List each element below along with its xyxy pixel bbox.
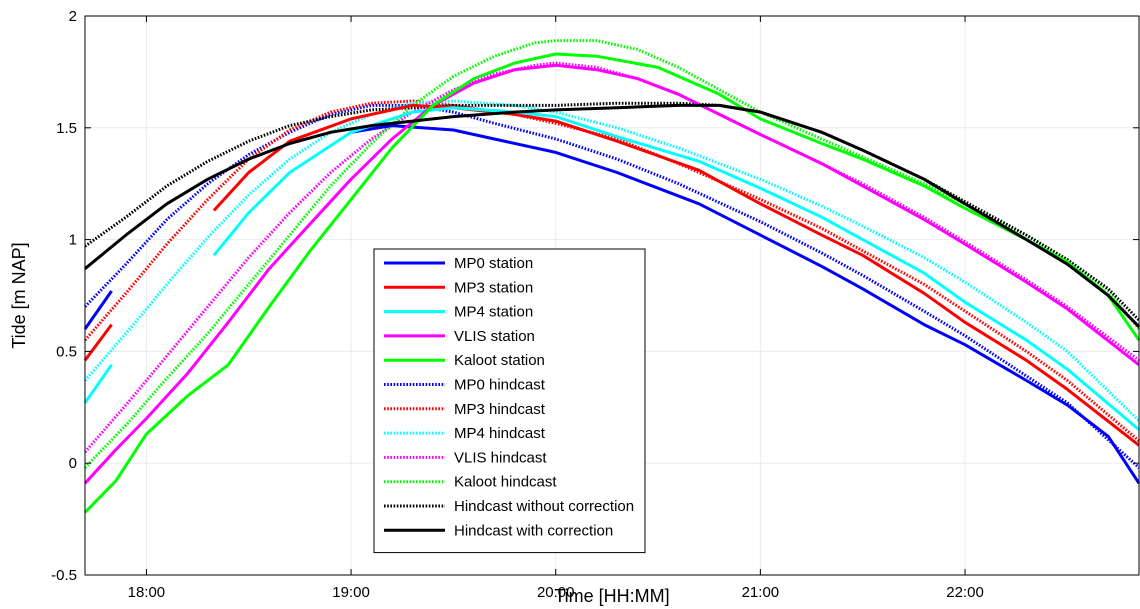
series-line-mp4-station — [83, 363, 113, 404]
series-line-vlis-hindcast — [83, 61, 1140, 453]
series-line-mp3-hindcast — [83, 99, 1140, 442]
series-line-mp3-station — [83, 323, 113, 362]
legend-label-mp4-station: MP4 station — [454, 304, 533, 321]
legend: MP0 station MP3 station MP4 station VLIS st… — [373, 248, 646, 554]
series-line-kaloot-station — [83, 52, 1140, 514]
legend-label-vlis-hindcast: VLIS hindcast — [454, 449, 547, 466]
y-tick-label: 0.5 — [56, 343, 77, 360]
legend-label-kaloot-hindcast: Kaloot hindcast — [454, 474, 557, 491]
series-line-mp4-hindcast — [83, 99, 1140, 422]
plot-frame — [84, 15, 1140, 576]
series-line-vlis-station — [83, 63, 1140, 485]
legend-label-vlis-station: VLIS station — [454, 328, 535, 345]
y-tick-label: 0 — [69, 455, 77, 472]
x-tick-label: 20:00 — [537, 584, 575, 601]
legend-label-mp4-hindcast: MP4 hindcast — [454, 425, 546, 442]
x-tick-label: 21:00 — [742, 584, 780, 601]
legend-label-mp0-hindcast: MP0 hindcast — [454, 377, 546, 394]
legend-label-hindcast-without-correction: Hindcast without correction — [454, 498, 634, 515]
series-line-hindcast-with-correction — [84, 103, 1140, 328]
x-axis-label: Time [HH:MM] — [554, 586, 669, 606]
y-tick-label: -0.5 — [51, 567, 77, 584]
y-axis-label: Tide [m NAP] — [9, 242, 29, 348]
series-line-mp0-station — [350, 124, 1140, 485]
series-line-hindcast-without-correction — [84, 101, 1140, 322]
x-tick-label: 18:00 — [128, 584, 166, 601]
series-line-mp0-station — [83, 290, 113, 330]
y-tick-label: 1 — [69, 232, 77, 249]
y-tick-label: 2 — [69, 8, 77, 25]
series-line-mp4-station — [212, 106, 1140, 431]
y-tick-label: 1.5 — [56, 120, 77, 137]
legend-label-mp3-hindcast: MP3 hindcast — [454, 401, 546, 418]
legend-label-mp0-station: MP0 station — [454, 255, 533, 272]
legend-box — [373, 248, 646, 554]
x-tick-label: 19:00 — [332, 584, 370, 601]
legend-label-hindcast-with-correction: Hindcast with correction — [454, 522, 613, 539]
legend-label-mp3-station: MP3 station — [454, 279, 533, 296]
x-tick-label: 22:00 — [946, 584, 984, 601]
legend-label-kaloot-station: Kaloot station — [454, 352, 545, 369]
series-line-mp3-station — [212, 103, 1140, 447]
axis-ticks: 18:00 19:00 20:00 21:00 22:00 -0.5 0 0.5 1 1.5 2 — [51, 8, 1139, 601]
series-lines — [83, 39, 1140, 514]
